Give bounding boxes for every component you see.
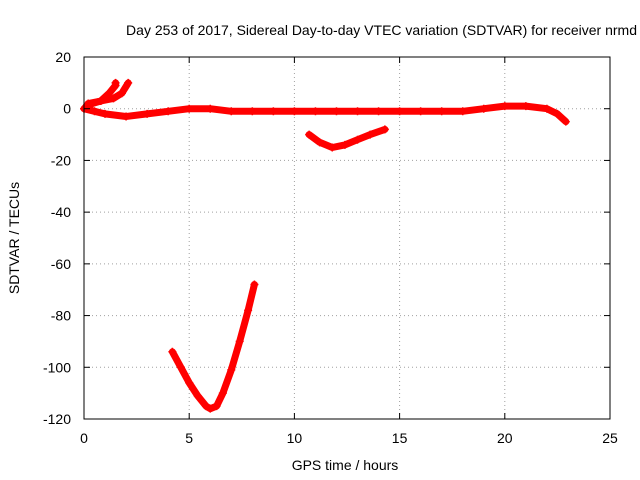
data-point [202, 402, 211, 411]
x-tick-label: 20 [497, 430, 513, 446]
x-tick-label: 25 [602, 430, 618, 446]
series-band-large-dip [168, 281, 258, 413]
data-point [227, 107, 236, 116]
y-tick-label: -40 [51, 204, 71, 220]
data-point [521, 102, 530, 111]
data-point [353, 107, 362, 116]
data-point [290, 107, 299, 116]
data-point [168, 347, 177, 356]
data-point [500, 102, 509, 111]
y-tick-label: -100 [43, 359, 71, 375]
series-midday-dip [305, 125, 389, 152]
data-point [164, 107, 173, 116]
x-axis-label: GPS time / hours [292, 457, 399, 473]
series-early-rise-b [84, 78, 133, 108]
series-large-dip [168, 280, 259, 413]
data-point [90, 107, 99, 116]
data-point [458, 107, 467, 116]
grid-lines [84, 57, 610, 419]
data-point [305, 130, 314, 139]
x-axis-ticks: 0 5 10 15 20 25 [80, 57, 618, 446]
data-point [185, 378, 194, 387]
data-point [332, 107, 341, 116]
x-tick-label: 15 [392, 430, 408, 446]
data-point [218, 389, 227, 398]
data-point [176, 363, 185, 372]
data-point [96, 96, 105, 105]
plot-frame [83, 56, 611, 420]
data-point [311, 107, 320, 116]
data-point [269, 107, 278, 116]
data-point [248, 107, 257, 116]
data-point [109, 94, 118, 103]
data-point [212, 402, 221, 411]
data-point [111, 78, 120, 87]
y-axis-ticks: 20 0 -20 -40 -60 -80 -100 -120 [43, 49, 610, 427]
data-point [328, 143, 337, 152]
data-point [416, 107, 425, 116]
data-point [185, 104, 194, 113]
data-point [395, 107, 404, 116]
data-point [206, 404, 215, 413]
series-main-band [80, 102, 570, 126]
data-point [380, 125, 389, 134]
data-point [84, 99, 93, 108]
data-point [553, 109, 562, 118]
data-series [80, 78, 570, 413]
x-tick-label: 10 [287, 430, 303, 446]
y-tick-label: -20 [51, 152, 71, 168]
data-point [193, 391, 202, 400]
data-point [353, 135, 362, 144]
data-point [315, 138, 324, 147]
data-point [250, 280, 259, 289]
data-point [542, 104, 551, 113]
y-tick-label: 0 [63, 101, 71, 117]
y-tick-label: -80 [51, 308, 71, 324]
data-point [143, 109, 152, 118]
y-tick-label: 20 [55, 49, 71, 65]
x-tick-label: 5 [185, 430, 193, 446]
x-tick-label: 0 [80, 430, 88, 446]
data-point [561, 117, 570, 126]
y-axis-label: SDTVAR / TECUs [6, 182, 22, 294]
y-tick-label: -120 [43, 411, 71, 427]
data-point [374, 107, 383, 116]
data-point [117, 89, 126, 98]
y-tick-label: -60 [51, 256, 71, 272]
data-point [227, 365, 236, 374]
data-point [244, 306, 253, 315]
data-point [479, 104, 488, 113]
data-point [101, 109, 110, 118]
data-point [206, 104, 215, 113]
data-point [340, 140, 349, 149]
data-point [235, 337, 244, 346]
chart-title: Day 253 of 2017, Sidereal Day-to-day VTE… [126, 22, 637, 38]
data-point [437, 107, 446, 116]
data-point [366, 130, 375, 139]
data-point [122, 112, 131, 121]
data-point [124, 78, 133, 87]
